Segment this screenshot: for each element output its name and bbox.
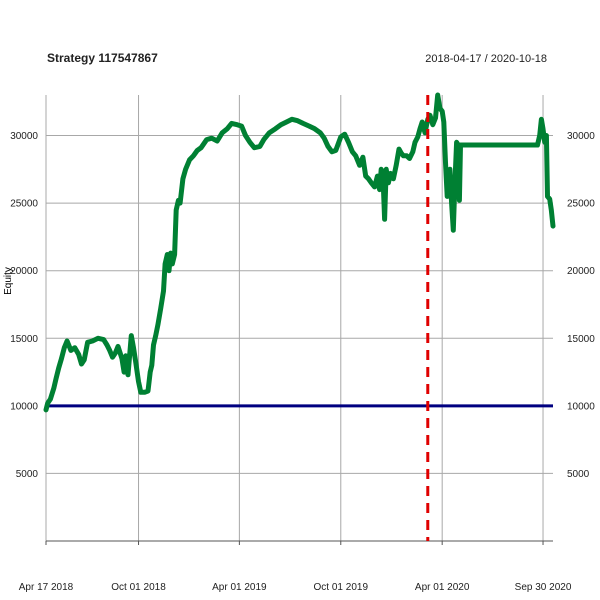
y-tick-label-left-2: 15000: [10, 334, 38, 345]
axes: [45, 540, 553, 545]
x-tick-label-0: Apr 17 2018: [19, 582, 74, 593]
x-tick-labels: Apr 17 2018 Oct 01 2018 Apr 01 2019 Oct 01 …: [19, 582, 572, 593]
y-tick-label-left-3: 20000: [10, 266, 38, 277]
y-tick-label-left-1: 10000: [10, 401, 38, 412]
y-tick-label-left-0: 5000: [16, 469, 39, 480]
x-tick-label-3: Oct 01 2019: [314, 582, 369, 593]
y-tick-label-right-5: 30000: [567, 131, 595, 142]
y-tick-label-left-5: 30000: [10, 131, 38, 142]
y-axis-label: Equity: [3, 267, 14, 295]
y-tick-labels: 5000 5000 10000 10000 15000 15000 20000 20000 25…: [10, 131, 595, 480]
y-tick-label-right-0: 5000: [567, 469, 590, 480]
x-tick-label-4: Apr 01 2020: [415, 582, 470, 593]
y-tick-label-left-4: 25000: [10, 199, 38, 210]
series-line-0: [43, 92, 556, 413]
x-tick-label-5: Sep 30 2020: [515, 582, 572, 593]
series-group: [43, 92, 556, 413]
x-tick-label-2: Apr 01 2019: [212, 582, 267, 593]
chart-title: Strategy 117547867: [47, 51, 158, 65]
y-tick-label-right-2: 15000: [567, 334, 595, 345]
y-tick-label-right-1: 10000: [567, 401, 595, 412]
x-tick-label-1: Oct 01 2018: [111, 582, 166, 593]
y-tick-label-right-3: 20000: [567, 266, 595, 277]
grid-lines: [45, 95, 553, 541]
y-tick-label-right-4: 25000: [567, 199, 595, 210]
chart-date-range: 2018-04-17 / 2020-10-18: [425, 53, 547, 65]
